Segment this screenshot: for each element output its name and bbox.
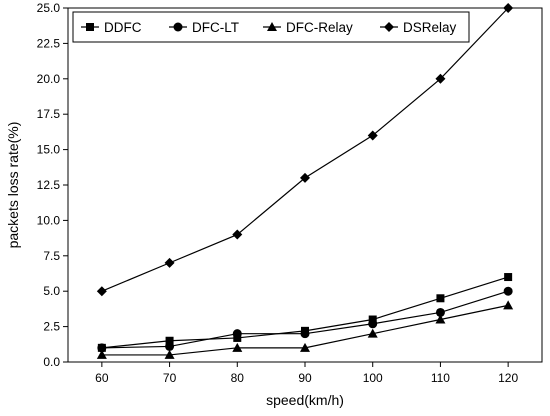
data-point-dfc-relay (232, 342, 243, 352)
data-point-ddfc (504, 273, 513, 282)
legend-item-dfc-lt: DFC-LT (169, 20, 239, 35)
legend-item-dfc-relay: DFC-Relay (263, 20, 353, 35)
series-line-dfc-lt (101, 290, 509, 349)
y-tick-label: 17.5 (37, 107, 61, 121)
legend-marker-ddfc (86, 23, 94, 31)
legend-marker-dfc-lt (173, 22, 183, 32)
plot-frame (67, 7, 543, 363)
legend-label: DDFC (104, 20, 142, 35)
y-tick-label: 0.0 (43, 355, 60, 369)
data-point-dsrelay (164, 257, 175, 268)
y-axis-label: packets loss rate(%) (5, 122, 21, 249)
data-point-ddfc (436, 294, 445, 303)
series-dsrelay (96, 3, 514, 297)
y-tick-label: 20.0 (37, 72, 61, 86)
x-tick-label: 120 (498, 371, 518, 385)
y-tick-label: 22.5 (37, 36, 61, 50)
data-point-dsrelay (300, 172, 310, 183)
x-axis-label: speed(km/h) (266, 392, 344, 408)
data-point-dsrelay (367, 130, 378, 141)
y-tick-label: 15.0 (37, 143, 61, 157)
x-tick-label: 100 (363, 371, 383, 385)
data-point-dfc-lt (503, 286, 513, 296)
legend-item-ddfc: DDFC (81, 20, 142, 35)
x-tick-label: 110 (431, 371, 450, 385)
legend-marker-dsrelay (384, 22, 394, 32)
y-tick-label: 2.5 (43, 320, 60, 334)
data-point-dfc-lt (368, 319, 378, 329)
y-axis: 0.0 2.5 5.0 7.5 10.0 12.5 15.0 17.5 20.0 22.5 25.0 (37, 1, 68, 369)
y-tick-label: 7.5 (43, 249, 60, 263)
series-layer (96, 3, 514, 359)
legend-label: DSRelay (403, 20, 457, 35)
y-tick-label: 10.0 (37, 213, 61, 227)
data-point-dfc-relay (300, 342, 310, 352)
data-point-dsrelay (435, 73, 446, 84)
data-point-dfc-lt (97, 343, 107, 353)
data-point-ddfc (165, 336, 174, 345)
x-tick-label: 90 (298, 371, 312, 385)
x-axis: 60 70 80 90 100 110 120 (95, 362, 518, 385)
data-point-dfc-lt (435, 307, 445, 317)
data-point-dfc-lt (165, 341, 175, 351)
data-point-dfc-lt (232, 329, 242, 339)
data-point-dfc-lt (300, 329, 310, 339)
x-tick-label: 70 (163, 371, 177, 385)
series-dfc-relay (96, 300, 514, 359)
data-point-dsrelay (96, 286, 107, 297)
data-point-dfc-relay (435, 314, 446, 324)
series-line-dsrelay (101, 7, 509, 292)
x-tick-label: 60 (95, 371, 109, 385)
legend-item-dsrelay: DSRelay (380, 20, 457, 35)
legend: DDFC DFC-LT DFC-Relay DSRelay (72, 11, 470, 43)
legend-label: DFC-Relay (286, 20, 353, 35)
data-point-dfc-relay (96, 349, 107, 359)
legend-marker-dfc-relay (267, 22, 277, 31)
series-ddfc (97, 273, 513, 352)
legend-label: DFC-LT (192, 20, 239, 35)
series-dfc-lt (97, 286, 513, 353)
y-tick-label: 5.0 (43, 284, 60, 298)
data-point-dfc-relay (503, 300, 514, 310)
data-point-dsrelay (232, 229, 243, 240)
data-point-dsrelay (503, 3, 514, 13)
data-point-dfc-relay (164, 349, 175, 359)
y-tick-label: 12.5 (37, 178, 61, 192)
data-point-dfc-relay (367, 328, 378, 338)
x-tick-label: 80 (231, 371, 245, 385)
y-tick-label: 25.0 (37, 1, 61, 15)
